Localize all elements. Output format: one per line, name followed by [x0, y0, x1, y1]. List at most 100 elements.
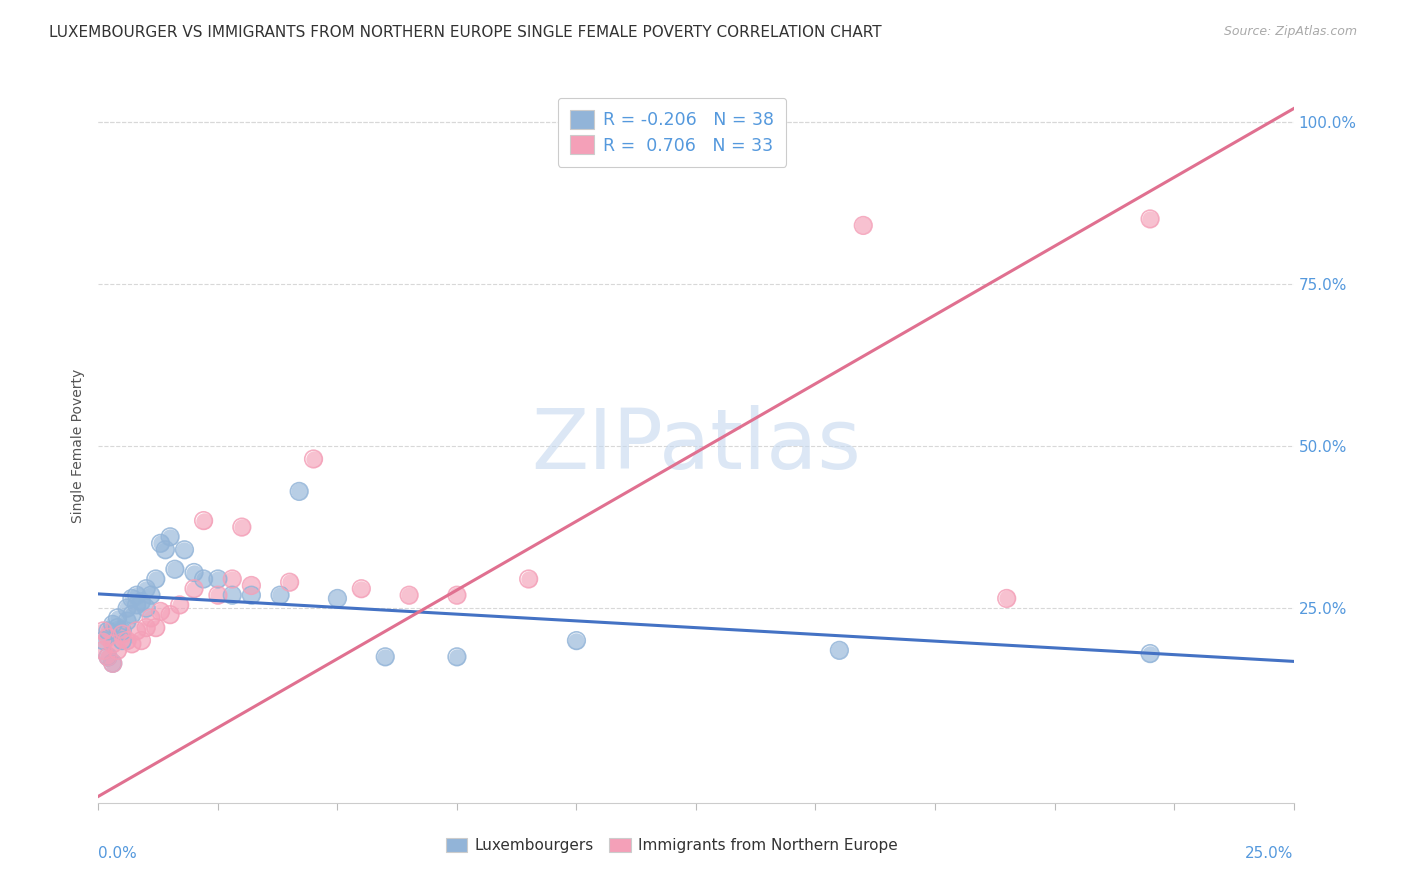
- Point: [149, 536, 172, 550]
- Point: [135, 582, 157, 596]
- Point: [149, 604, 172, 618]
- Point: [101, 657, 124, 671]
- Point: [159, 607, 181, 622]
- Point: [278, 575, 301, 590]
- Text: ZIPatlas: ZIPatlas: [531, 406, 860, 486]
- Point: [163, 562, 186, 576]
- Point: [183, 566, 205, 580]
- Point: [240, 578, 263, 592]
- Point: [302, 452, 325, 467]
- Point: [125, 624, 148, 638]
- Point: [101, 637, 124, 651]
- Point: [446, 649, 468, 664]
- Point: [269, 588, 291, 602]
- Point: [101, 617, 124, 632]
- Point: [97, 649, 120, 664]
- Point: [350, 582, 373, 596]
- Point: [221, 588, 243, 602]
- Point: [135, 601, 157, 615]
- Point: [1139, 647, 1161, 661]
- Point: [326, 591, 349, 606]
- Point: [155, 542, 177, 557]
- Point: [115, 601, 138, 615]
- Point: [131, 633, 153, 648]
- Point: [173, 542, 195, 557]
- Text: 25.0%: 25.0%: [1246, 846, 1294, 861]
- Point: [97, 649, 120, 664]
- Point: [115, 614, 138, 628]
- Point: [374, 649, 396, 664]
- Point: [159, 530, 181, 544]
- Point: [107, 611, 129, 625]
- Point: [207, 588, 229, 602]
- Point: [446, 649, 468, 664]
- Point: [517, 572, 540, 586]
- Point: [111, 633, 134, 648]
- Point: [193, 572, 215, 586]
- Point: [121, 637, 143, 651]
- Point: [115, 633, 138, 648]
- Point: [446, 588, 468, 602]
- Point: [107, 621, 129, 635]
- Point: [97, 649, 120, 664]
- Point: [374, 649, 396, 664]
- Point: [995, 591, 1018, 606]
- Point: [91, 624, 114, 638]
- Point: [101, 657, 124, 671]
- Point: [139, 588, 162, 602]
- Point: [101, 657, 124, 671]
- Point: [231, 520, 253, 534]
- Point: [107, 643, 129, 657]
- Point: [139, 611, 162, 625]
- Point: [278, 575, 301, 590]
- Point: [565, 633, 588, 648]
- Point: [149, 536, 172, 550]
- Point: [193, 514, 215, 528]
- Point: [115, 601, 138, 615]
- Point: [131, 595, 153, 609]
- Point: [169, 598, 191, 612]
- Point: [1139, 211, 1161, 226]
- Point: [107, 643, 129, 657]
- Point: [207, 572, 229, 586]
- Point: [121, 591, 143, 606]
- Point: [97, 624, 120, 638]
- Point: [111, 624, 134, 638]
- Point: [240, 588, 263, 602]
- Point: [111, 627, 134, 641]
- Point: [398, 588, 420, 602]
- Point: [107, 621, 129, 635]
- Point: [139, 611, 162, 625]
- Point: [288, 484, 311, 499]
- Point: [121, 607, 143, 622]
- Point: [173, 542, 195, 557]
- Point: [231, 520, 253, 534]
- Point: [149, 604, 172, 618]
- Point: [398, 588, 420, 602]
- Point: [517, 572, 540, 586]
- Point: [169, 598, 191, 612]
- Point: [101, 617, 124, 632]
- Point: [240, 588, 263, 602]
- Point: [183, 582, 205, 596]
- Point: [145, 621, 167, 635]
- Point: [97, 631, 120, 645]
- Point: [1139, 647, 1161, 661]
- Point: [183, 566, 205, 580]
- Point: [125, 598, 148, 612]
- Point: [91, 643, 114, 657]
- Point: [207, 572, 229, 586]
- Point: [183, 582, 205, 596]
- Point: [131, 595, 153, 609]
- Point: [326, 591, 349, 606]
- Y-axis label: Single Female Poverty: Single Female Poverty: [70, 369, 84, 523]
- Point: [995, 591, 1018, 606]
- Point: [101, 657, 124, 671]
- Point: [163, 562, 186, 576]
- Point: [121, 637, 143, 651]
- Point: [135, 601, 157, 615]
- Point: [207, 588, 229, 602]
- Point: [302, 452, 325, 467]
- Point: [125, 624, 148, 638]
- Point: [828, 643, 851, 657]
